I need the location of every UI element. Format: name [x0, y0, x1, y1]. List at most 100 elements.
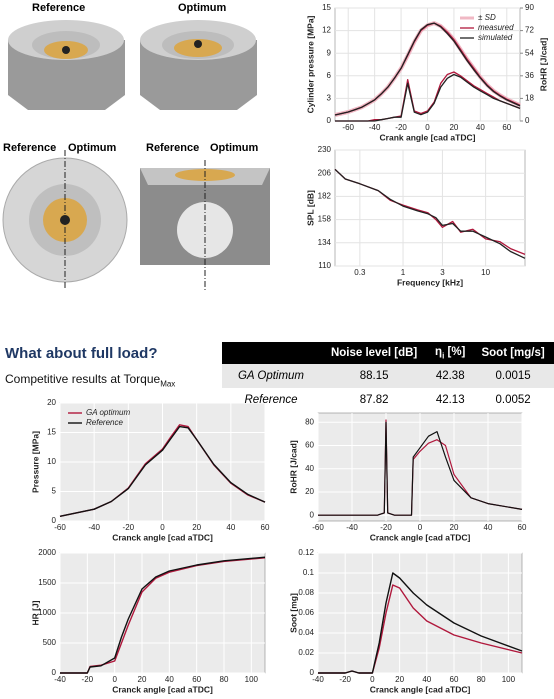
x-tick-label: 20	[450, 523, 459, 532]
x-tick-label: 80	[477, 675, 486, 684]
y2-tick-label: 54	[525, 48, 534, 57]
x-tick-label: -20	[82, 675, 94, 684]
cell: GA Optimum	[222, 364, 320, 388]
series-line	[334, 168, 526, 259]
column-header: ηi [%]	[428, 342, 473, 364]
y-tick-label: 15	[322, 3, 331, 12]
y-tick-label: 0	[52, 668, 57, 677]
y-tick-label: 1000	[38, 608, 56, 617]
x-tick-label: 80	[220, 675, 229, 684]
legend-label: GA optimum	[86, 408, 130, 417]
y-tick-label: 500	[43, 638, 57, 647]
cell: 87.82	[359, 394, 389, 406]
series-line	[334, 22, 521, 116]
x-tick-label: 40	[226, 523, 235, 532]
y-tick-label: 1500	[38, 578, 56, 587]
y-axis-label: RoHR [J/cad]	[288, 440, 298, 494]
y-tick-label: 40	[305, 464, 314, 473]
x-tick-label: 1	[401, 268, 406, 277]
results-table: Noise level [dB] ηi [%] Soot [mg/s] GA O…	[222, 342, 554, 412]
plot-area	[334, 149, 526, 267]
series-line	[335, 73, 521, 122]
x-tick-label: 40	[422, 675, 431, 684]
row: Reference 87.82 42.13 0.0052	[222, 388, 554, 412]
legend-label: measured	[478, 23, 514, 32]
x-tick-label: -40	[369, 123, 381, 132]
x-tick-label: 40	[165, 675, 174, 684]
y-axis-label: Pressure [MPa]	[30, 431, 40, 493]
x-axis-label: Cranck angle [cad aTDC]	[112, 532, 213, 542]
column-header: Soot [mg/s]	[472, 342, 554, 364]
y-tick-label: 158	[318, 215, 332, 224]
x-tick-label: 60	[502, 123, 511, 132]
x-tick-label: 3	[440, 268, 445, 277]
x-tick-label: 60	[261, 523, 270, 532]
x-axis-label: Cranck angle [cad aTDC]	[370, 684, 471, 694]
y2-tick-label: 18	[525, 94, 534, 103]
x-axis-label: Cranck angle [cad aTDC]	[112, 684, 213, 694]
y-tick-label: 0	[310, 510, 315, 519]
y-tick-label: 0.06	[298, 608, 314, 617]
header-row: Noise level [dB] ηi [%] Soot [mg/s]	[222, 342, 554, 364]
unit: [%]	[447, 345, 466, 358]
y-tick-label: 0.02	[298, 648, 314, 657]
y-tick-label: 206	[318, 168, 332, 177]
y2-axis-label: RoHR [J/cad]	[538, 38, 548, 92]
column-header: Noise level [dB]	[320, 342, 429, 364]
y-axis-label: Soot [mg]	[288, 593, 298, 633]
corner	[222, 342, 320, 364]
y-tick-label: 2000	[38, 548, 56, 557]
legend-label: ± SD	[478, 13, 496, 22]
x-tick-label: -20	[395, 123, 407, 132]
legend-label: simulated	[478, 33, 513, 42]
image-label: Reference	[146, 142, 199, 154]
x-tick-label: 0	[418, 523, 423, 532]
x-tick-label: -20	[339, 675, 351, 684]
y-tick-label: 0	[52, 516, 57, 525]
y-axis-label: HR [J]	[30, 600, 40, 625]
series-line	[60, 556, 266, 674]
x-tick-label: 40	[484, 523, 493, 532]
x-tick-label: 0	[112, 675, 117, 684]
image-label: Optimum	[68, 142, 116, 154]
subheading-sub: Max	[160, 379, 176, 389]
x-tick-label: -20	[380, 523, 392, 532]
cell: 42.13	[435, 394, 465, 406]
x-tick-label: 0.3	[354, 268, 366, 277]
cell: 42.38	[428, 364, 473, 388]
y-tick-label: 60	[305, 441, 314, 450]
y2-tick-label: 0	[525, 116, 530, 125]
y-tick-label: 80	[305, 417, 314, 426]
piston-illustration	[2, 20, 270, 290]
x-tick-label: -40	[312, 675, 324, 684]
row: GA Optimum 88.15 42.38 0.0015	[222, 364, 554, 388]
series-line	[318, 421, 523, 516]
series-line	[59, 425, 266, 517]
x-tick-label: -40	[346, 523, 358, 532]
x-tick-label: 10	[481, 268, 490, 277]
y-tick-label: 230	[318, 145, 332, 154]
x-tick-label: 20	[395, 675, 404, 684]
y-tick-label: 6	[327, 71, 332, 80]
heading: What about full load?	[5, 345, 158, 362]
cell: 0.0015	[472, 364, 554, 388]
cell: 88.15	[320, 364, 429, 388]
x-tick-label: 40	[476, 123, 485, 132]
y-tick-label: 0.1	[303, 568, 315, 577]
x-tick-label: -40	[88, 523, 100, 532]
y-tick-label: 0	[310, 668, 315, 677]
y-tick-label: 5	[52, 487, 57, 496]
y2-tick-label: 36	[525, 71, 534, 80]
x-axis-label: Crank angle [cad aTDC]	[380, 132, 476, 142]
y-tick-label: 9	[327, 48, 332, 57]
legend-label: Reference	[86, 418, 123, 427]
image-label: Reference	[32, 2, 85, 14]
x-tick-label: 60	[518, 523, 527, 532]
x-tick-label: -60	[342, 123, 354, 132]
x-tick-label: 20	[192, 523, 201, 532]
x-axis-label: Frequency [kHz]	[397, 277, 463, 287]
x-tick-label: 100	[502, 675, 516, 684]
x-tick-label: -20	[123, 523, 135, 532]
y2-tick-label: 72	[525, 26, 534, 35]
